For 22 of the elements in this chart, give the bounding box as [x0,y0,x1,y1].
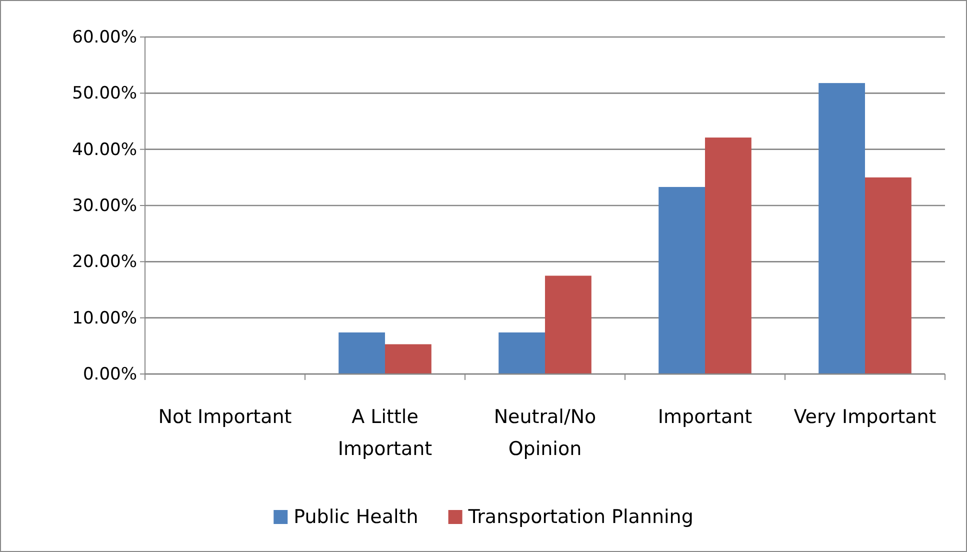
y-tick-label: 30.00% [72,196,137,216]
y-tick-label: 20.00% [72,252,137,272]
legend-label: Public Health [294,506,418,528]
x-tick-label: Not Important [158,406,292,428]
y-tick-label: 10.00% [72,308,137,328]
y-tick-label: 40.00% [72,140,137,160]
bar [498,332,545,374]
bar [385,344,432,374]
legend-label: Transportation Planning [467,506,694,528]
x-tick-label: Important [658,406,752,428]
x-tick-label: A Little Important [338,406,432,460]
bar [545,276,592,374]
bar [818,83,865,374]
bar [705,138,752,374]
y-tick-label: 0.00% [82,364,137,384]
bar [338,332,385,374]
y-tick-label: 50.00% [72,84,137,104]
y-tick-label: 60.00% [72,27,137,48]
bar [658,186,705,374]
x-tick-label: Neutral/No Opinion [494,406,596,460]
bar [865,177,912,374]
x-tick-label: Very Important [794,406,936,428]
